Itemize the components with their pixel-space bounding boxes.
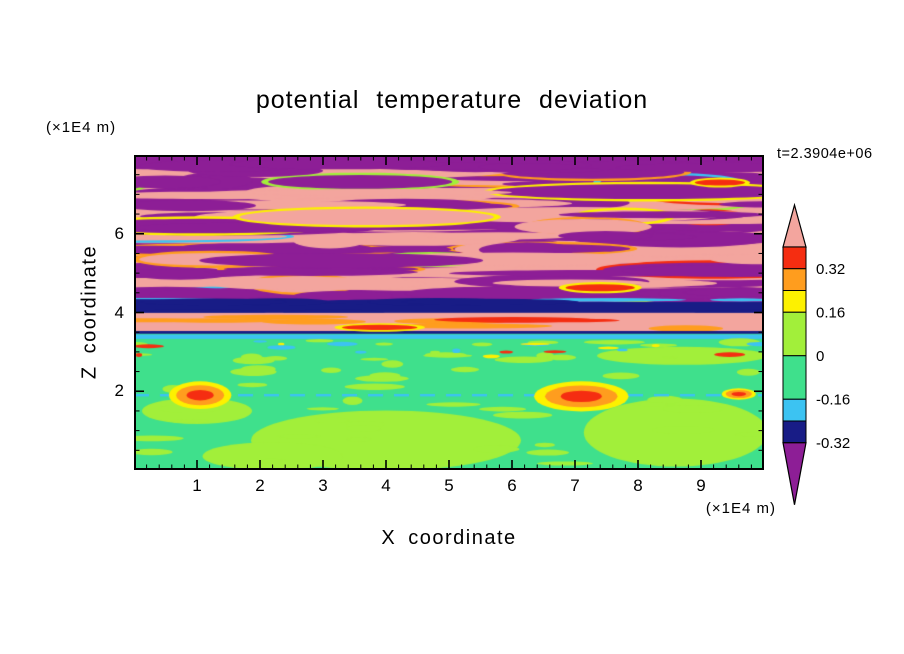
x-tick-label: 3 <box>318 476 328 495</box>
x-axis-title: X coordinate <box>381 527 517 549</box>
x-tick-label: 2 <box>255 476 265 495</box>
colorbar-tick-label: 0.16 <box>816 304 845 321</box>
x-axis-unit-label: (×1E4 m) <box>705 500 776 517</box>
contour-field <box>134 155 764 470</box>
x-tick-label: 1 <box>192 476 202 495</box>
colorbar-segment-navy <box>782 420 807 444</box>
colorbar-scale: 0.32 0.16 0 -0.16 -0.32 <box>782 202 850 505</box>
x-tick-label: 6 <box>507 476 517 495</box>
y-tick-label: 4 <box>114 302 124 322</box>
colorbar-tick-label: 0.32 <box>816 261 845 278</box>
colorbar: 0.32 0.16 0 -0.16 -0.32 <box>779 202 899 515</box>
colorbar-segment-orange <box>782 268 807 291</box>
x-tick-label: 4 <box>381 476 391 495</box>
y-axis-unit-label: (×1E4 m) <box>46 119 117 136</box>
x-tick-label: 8 <box>633 476 643 495</box>
colorbar-tick-label: -0.32 <box>816 435 850 452</box>
colorbar-segment-red <box>782 246 807 270</box>
contour-plot-area <box>134 155 764 470</box>
y-tick-labels: 2 4 6 <box>86 155 124 470</box>
colorbar-segment-cyan <box>782 398 807 422</box>
x-tick-label: 5 <box>444 476 454 495</box>
colorbar-segment-green_yellow <box>782 311 807 357</box>
colorbar-tick-label: -0.16 <box>816 391 850 408</box>
y-tick-label: 2 <box>114 381 124 401</box>
colorbar-arrow-top <box>782 202 807 248</box>
colorbar-segment-yellow <box>782 290 807 313</box>
y-tick-label: 6 <box>114 223 124 243</box>
colorbar-segment-spring_green <box>782 355 807 400</box>
time-annotation: t=2.3904e+06 <box>777 146 873 162</box>
x-tick-label: 9 <box>696 476 706 495</box>
x-tick-labels: 1 2 3 4 5 6 7 8 9 <box>134 476 764 498</box>
chart-title: potential temperature deviation <box>255 86 649 114</box>
colorbar-arrow-bottom <box>782 442 807 505</box>
colorbar-tick-label: 0 <box>816 348 824 365</box>
x-tick-label: 7 <box>570 476 580 495</box>
